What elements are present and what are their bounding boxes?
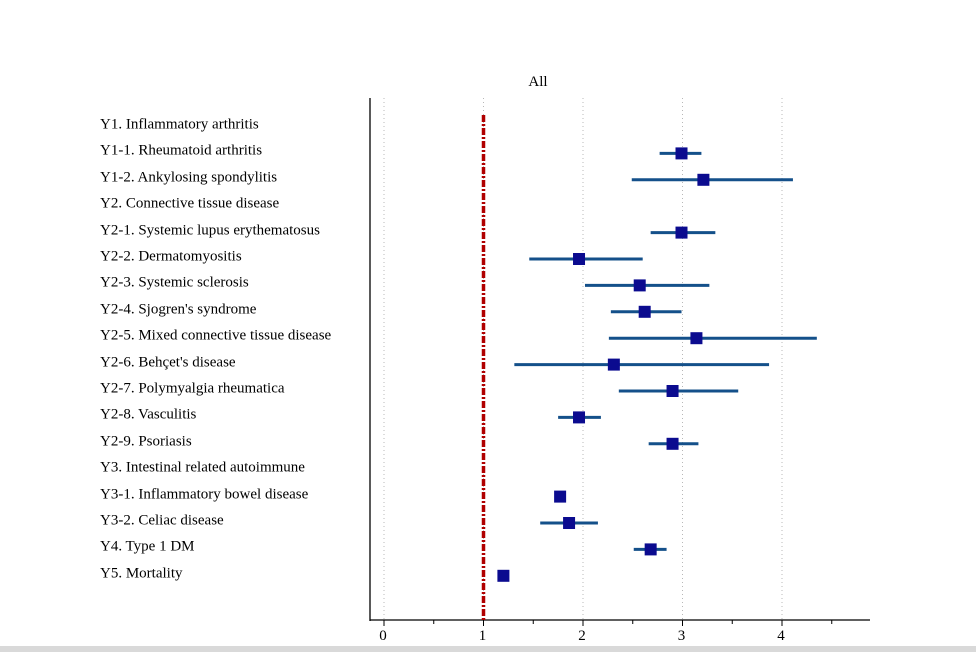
x-tick-label-4: 4 [777, 628, 785, 644]
row-label-12: Y2-9. Psoriasis [100, 433, 192, 450]
row-label-0: Y1. Inflammatory arthritis [100, 116, 259, 133]
row-label-14: Y3-1. Inflammatory bowel disease [100, 486, 309, 503]
row-label-2: Y1-2. Ankylosing spondylitis [100, 169, 278, 186]
row-label-15: Y3-2. Celiac disease [100, 512, 224, 529]
row-label-6: Y2-3. Systemic sclerosis [100, 274, 249, 291]
estimate-marker-8 [690, 332, 703, 345]
estimate-marker-10 [666, 385, 679, 397]
row-label-8: Y2-5. Mixed connective tissue disease [100, 327, 332, 344]
estimate-marker-9 [607, 358, 620, 371]
row-label-9: Y2-6. Behçet's disease [100, 354, 236, 371]
estimate-marker-17 [497, 569, 510, 582]
row-label-1: Y1-1. Rheumatoid arthritis [100, 142, 263, 159]
estimate-marker-5 [573, 253, 586, 265]
row-label-13: Y3. Intestinal related autoimmune [100, 459, 305, 476]
estimate-marker-7 [638, 305, 651, 318]
row-label-4: Y2-1. Systemic lupus erythematosus [100, 222, 320, 239]
row-label-3: Y2. Connective tissue disease [100, 195, 280, 212]
estimate-marker-12 [666, 437, 679, 450]
row-label-7: Y2-4. Sjogren's syndrome [100, 301, 257, 318]
row-label-16: Y4. Type 1 DM [100, 538, 195, 555]
estimate-marker-4 [675, 226, 688, 239]
estimate-marker-15 [563, 517, 576, 529]
row-label-11: Y2-8. Vasculitis [100, 406, 197, 423]
row-label-17: Y5. Mortality [100, 565, 183, 582]
x-tick-label-2: 2 [578, 628, 586, 644]
estimate-marker-11 [573, 411, 586, 424]
row-label-10: Y2-7. Polymyalgia rheumatica [100, 380, 285, 397]
x-tick-label-1: 1 [479, 628, 487, 644]
estimate-marker-16 [644, 543, 657, 556]
window-bottom-bar [0, 646, 976, 652]
estimate-marker-1 [675, 147, 688, 160]
x-tick-label-0: 0 [379, 628, 387, 644]
estimate-marker-14 [554, 490, 567, 503]
estimate-marker-2 [697, 173, 710, 186]
row-label-5: Y2-2. Dermatomyositis [100, 248, 242, 265]
chart-title: All [528, 74, 548, 90]
x-tick-label-3: 3 [678, 628, 686, 644]
estimate-marker-6 [633, 279, 646, 292]
